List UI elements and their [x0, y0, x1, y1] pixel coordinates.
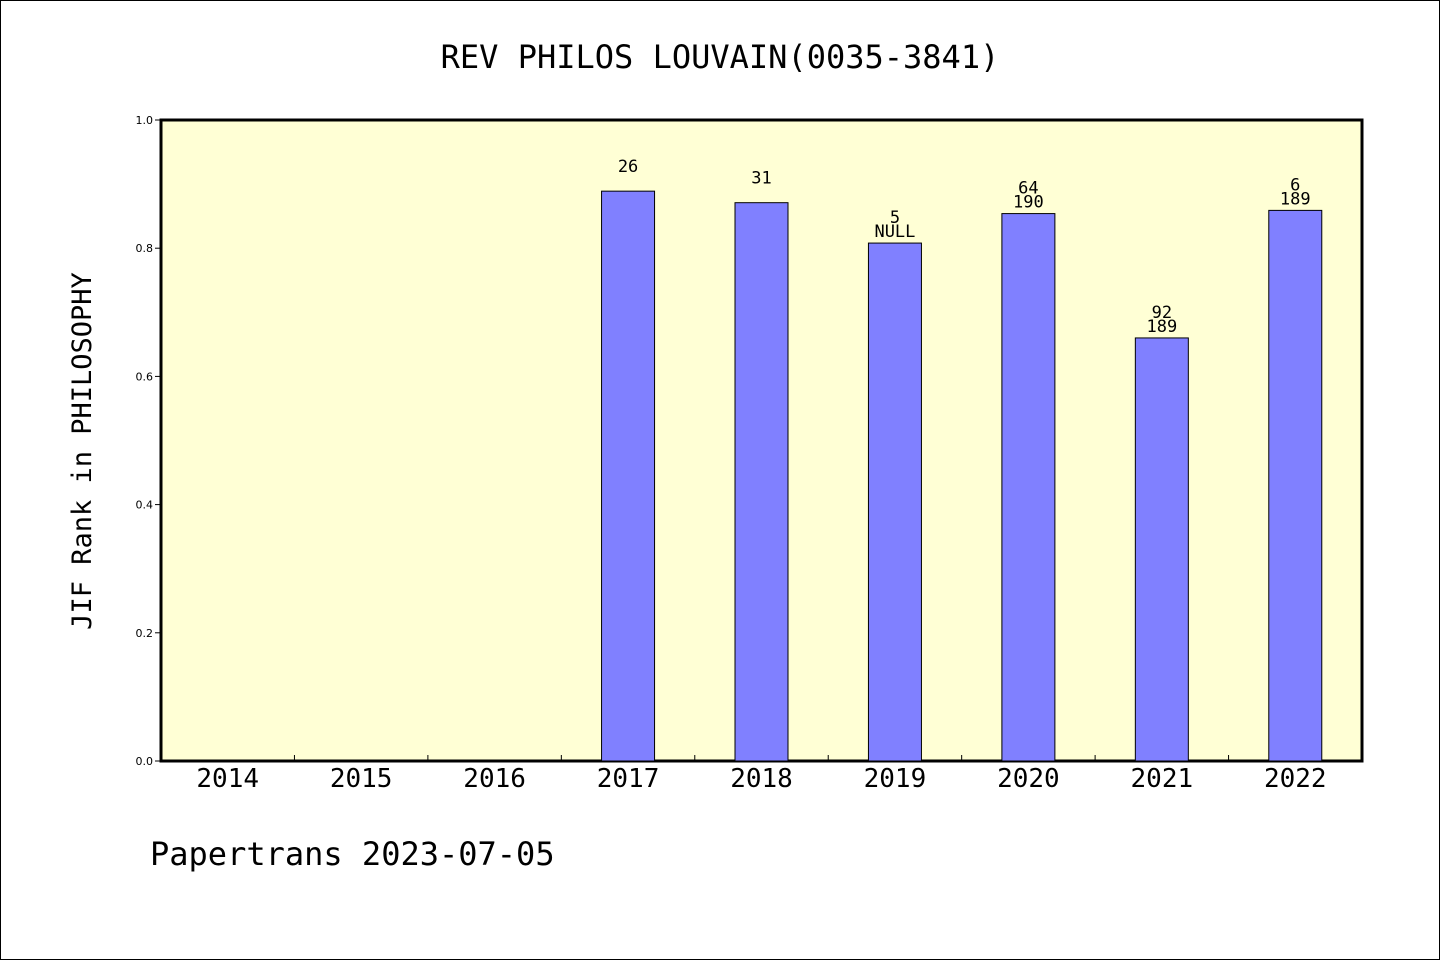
y-tick-label: 0.8 — [136, 242, 154, 255]
footer-text: Papertrans 2023-07-05 — [150, 835, 555, 873]
x-axis: 2014 2015 2016 2017 2018 2019 2020 2021 2022 — [196, 755, 1327, 794]
x-tick-label: 2021 — [1131, 764, 1194, 794]
bar-data-label: 26 — [618, 157, 638, 177]
x-tick-label: 2017 — [597, 764, 660, 794]
bar-data-label: 64 — [1018, 179, 1038, 199]
bar-data-label: 92 — [1152, 303, 1172, 323]
y-tick-label: 0.6 — [136, 370, 154, 383]
x-tick-label: 2016 — [463, 764, 526, 794]
bar-2022 — [1268, 209, 1323, 762]
x-tick-label: 2022 — [1264, 764, 1327, 794]
bar-data-label: 6 — [1290, 175, 1300, 195]
bar-2017 — [601, 190, 656, 762]
chart-title: REV PHILOS LOUVAIN(0035-3841) — [441, 38, 1000, 76]
bar-2021 — [1134, 337, 1189, 762]
y-axis-label: JIF Rank in PHILOSOPHY — [67, 272, 98, 630]
y-tick-label: 0.2 — [136, 627, 154, 640]
y-tick-label: 0.0 — [136, 755, 154, 768]
bar-series — [601, 190, 1323, 762]
y-tick-label: 1.0 — [136, 114, 154, 127]
bar-data-label: 31 — [751, 169, 771, 189]
bar-data-label: 5 — [890, 208, 900, 228]
bar-2019 — [867, 242, 922, 762]
bar-2018 — [734, 202, 789, 762]
y-tick-label: 0.4 — [136, 499, 154, 512]
bar-data-label: 190 — [1013, 193, 1044, 213]
x-tick-label: 2015 — [330, 764, 393, 794]
bar-2020 — [1001, 213, 1056, 762]
x-tick-label: 2019 — [864, 764, 927, 794]
bar-data-label: 189 — [1146, 317, 1177, 337]
x-tick-label: 2018 — [730, 764, 793, 794]
bar-data-label: 189 — [1280, 189, 1311, 209]
y-axis: 0.0 0.2 0.4 0.6 0.8 1.0 — [136, 114, 161, 768]
bar-data-label: NULL — [874, 222, 915, 242]
x-tick-label: 2014 — [196, 764, 259, 794]
x-tick-label: 2020 — [997, 764, 1060, 794]
